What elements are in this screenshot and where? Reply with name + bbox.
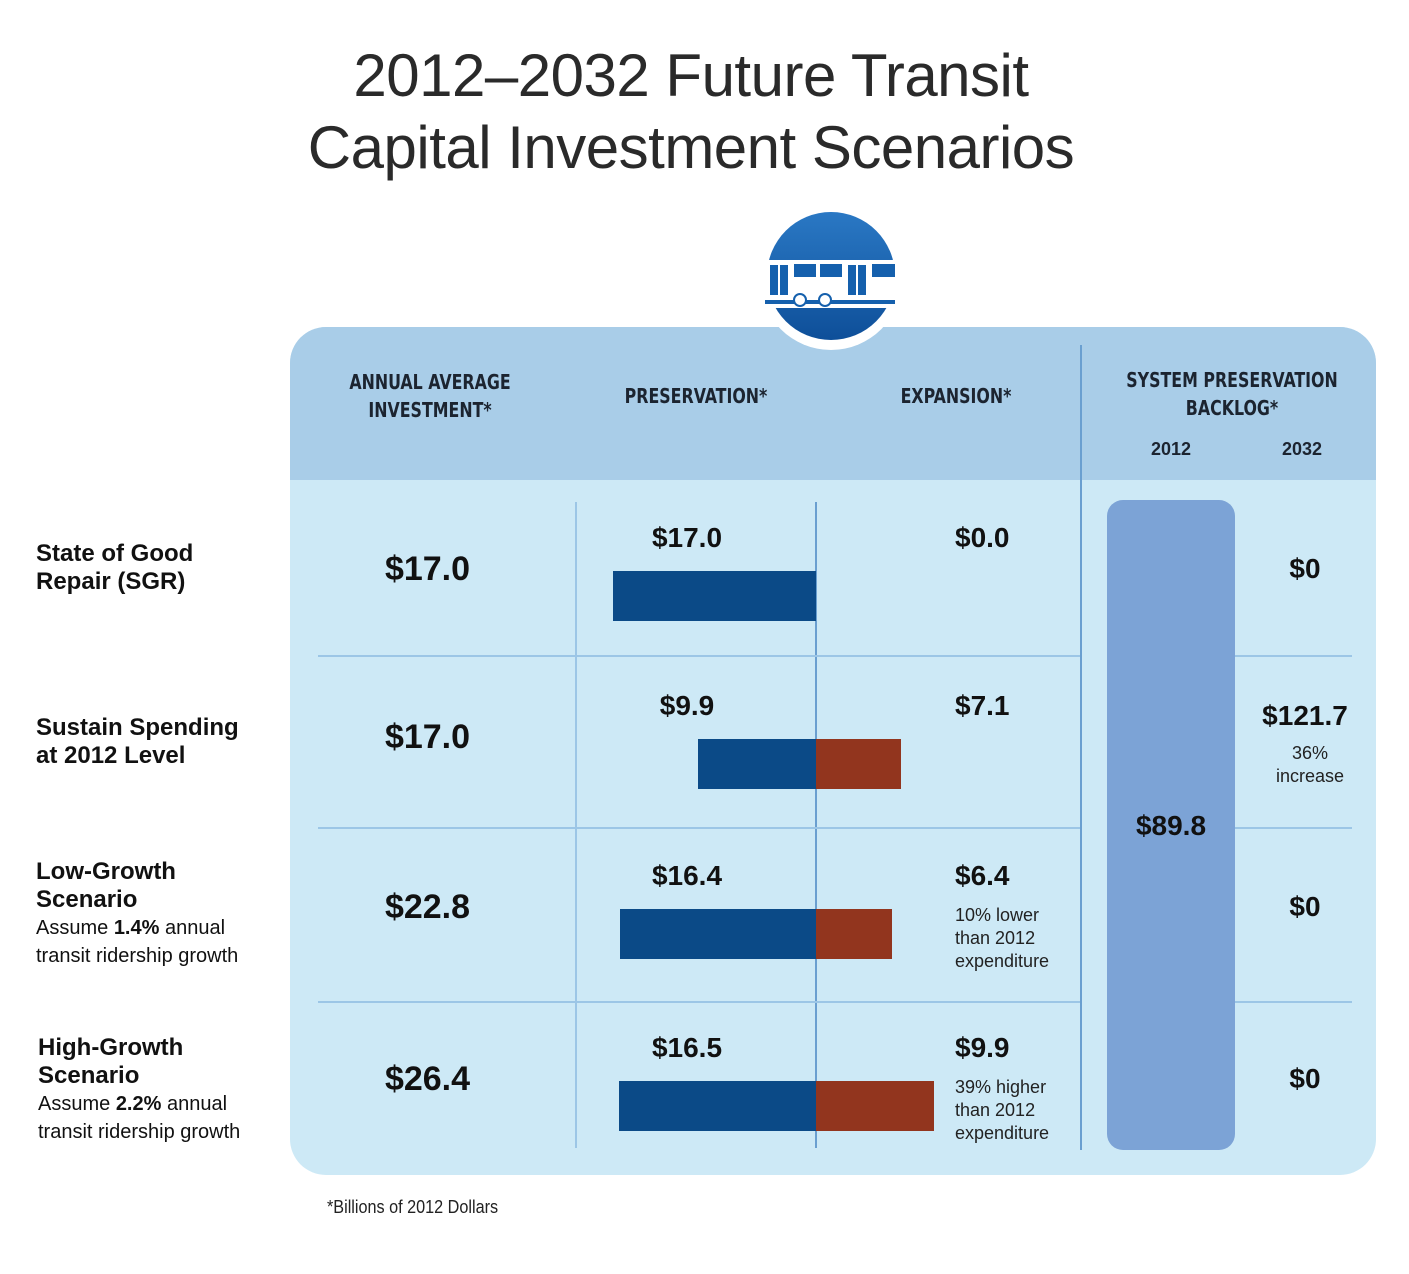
- preservation-value: $9.9: [659, 690, 715, 721]
- title-line-2: Capital Investment Scenarios: [307, 114, 1075, 181]
- backlog-2012-bar: [1107, 500, 1235, 1150]
- sublabel-post: annual: [159, 917, 226, 939]
- footnote: *Billions of 2012 Dollars: [327, 1197, 499, 1217]
- row-label-line: Scenario: [38, 1062, 140, 1089]
- row-label: High-Growth Scenario Assume 2.2% annual tra…: [38, 1034, 288, 1146]
- chart-title: 2012–2032 Future Transit Capital Investm…: [0, 40, 1382, 184]
- bar-axis: [815, 502, 817, 1148]
- row-label-line: Repair (SGR): [36, 568, 186, 595]
- note-line: 36%: [1291, 743, 1329, 763]
- row-label-line: Scenario: [36, 886, 138, 913]
- header-line: ANNUAL AVERAGE: [349, 370, 511, 394]
- annual-investment-value: $22.8: [384, 888, 471, 926]
- row-label-line: State of Good: [36, 540, 194, 567]
- note-line: 10% lower: [955, 905, 1040, 925]
- row-label: State of Good Repair (SGR): [36, 540, 286, 596]
- expansion-note: 39% higher than 2012 expenditure: [955, 1076, 1085, 1145]
- note-line: increase: [1275, 766, 1345, 786]
- preservation-bar: [697, 739, 816, 789]
- backlog-2032-value: $121.7: [1262, 700, 1348, 731]
- sublabel-line2: transit ridership growth: [38, 1121, 241, 1143]
- annual-investment-value: $17.0: [384, 550, 471, 588]
- header-year-2032: 2032: [1281, 439, 1323, 459]
- preservation-value: $17.0: [651, 522, 723, 553]
- row-label-line: at 2012 Level: [36, 742, 186, 769]
- note-line: than 2012: [955, 928, 1036, 948]
- expansion-value: $6.4: [955, 860, 1010, 891]
- expansion-bar: [816, 739, 901, 789]
- row-label-line: Sustain Spending: [36, 714, 239, 741]
- row-divider: [318, 1001, 1080, 1003]
- sublabel-line2: transit ridership growth: [36, 945, 239, 967]
- column-divider: [575, 502, 577, 1148]
- header-preservation: PRESERVATION*: [624, 384, 768, 408]
- sublabel-post: annual: [161, 1093, 228, 1115]
- expansion-value: $9.9: [955, 1032, 1010, 1063]
- sublabel-pre: Assume: [36, 917, 114, 939]
- row-label: Sustain Spending at 2012 Level: [36, 714, 286, 770]
- row-label-line: High-Growth: [38, 1034, 184, 1061]
- row-label: Low-Growth Scenario Assume 1.4% annual tran…: [36, 858, 286, 970]
- preservation-bar: [613, 571, 816, 621]
- header-year-2012: 2012: [1150, 439, 1192, 459]
- title-line-1: 2012–2032 Future Transit: [353, 42, 1029, 109]
- backlog-2032-value: $0: [1289, 1063, 1321, 1094]
- note-line: expenditure: [955, 1123, 1050, 1143]
- expansion-bar: [816, 909, 893, 959]
- backlog-2032-value: $0: [1289, 891, 1321, 922]
- sublabel-bold: 1.4%: [113, 917, 160, 939]
- header-expansion: EXPANSION*: [900, 384, 1012, 408]
- note-line: than 2012: [955, 1100, 1036, 1120]
- header-line: SYSTEM PRESERVATION: [1126, 368, 1338, 392]
- expansion-value: $0.0: [955, 522, 1010, 553]
- preservation-bar: [618, 1081, 816, 1131]
- preservation-bar: [620, 909, 816, 959]
- preservation-value: $16.4: [651, 860, 723, 891]
- header-annual-average-investment: ANNUAL AVERAGE INVESTMENT*: [333, 368, 527, 424]
- sublabel-pre: Assume: [38, 1093, 116, 1115]
- header-line: BACKLOG*: [1185, 396, 1279, 420]
- expansion-note: 10% lower than 2012 expenditure: [955, 904, 1085, 973]
- row-divider: [1235, 655, 1352, 657]
- note-line: expenditure: [955, 951, 1050, 971]
- row-divider: [1235, 827, 1352, 829]
- table-header: [290, 327, 1376, 480]
- row-divider: [1235, 1001, 1352, 1003]
- header-line: INVESTMENT*: [368, 398, 492, 422]
- sublabel-bold: 2.2%: [115, 1093, 162, 1115]
- expansion-bar: [816, 1081, 935, 1131]
- annual-investment-value: $26.4: [384, 1060, 471, 1098]
- row-label-line: Low-Growth: [36, 858, 176, 885]
- preservation-value: $16.5: [651, 1032, 723, 1063]
- annual-investment-value: $17.0: [384, 718, 471, 756]
- train-icon: [760, 208, 902, 350]
- backlog-divider: [1080, 345, 1082, 1150]
- backlog-2032-note: 36% increase: [1250, 742, 1370, 788]
- backlog-2032-value: $0: [1289, 553, 1321, 584]
- row-divider: [318, 827, 1080, 829]
- row-divider: [318, 655, 1080, 657]
- note-line: 39% higher: [955, 1077, 1047, 1097]
- row-sublabel: Assume 1.4% annual transit ridership grow…: [36, 914, 286, 970]
- row-sublabel: Assume 2.2% annual transit ridership grow…: [38, 1090, 288, 1146]
- header-backlog: SYSTEM PRESERVATION BACKLOG*: [1109, 366, 1355, 422]
- expansion-value: $7.1: [955, 690, 1010, 721]
- backlog-2012-value: $89.8: [1135, 810, 1207, 841]
